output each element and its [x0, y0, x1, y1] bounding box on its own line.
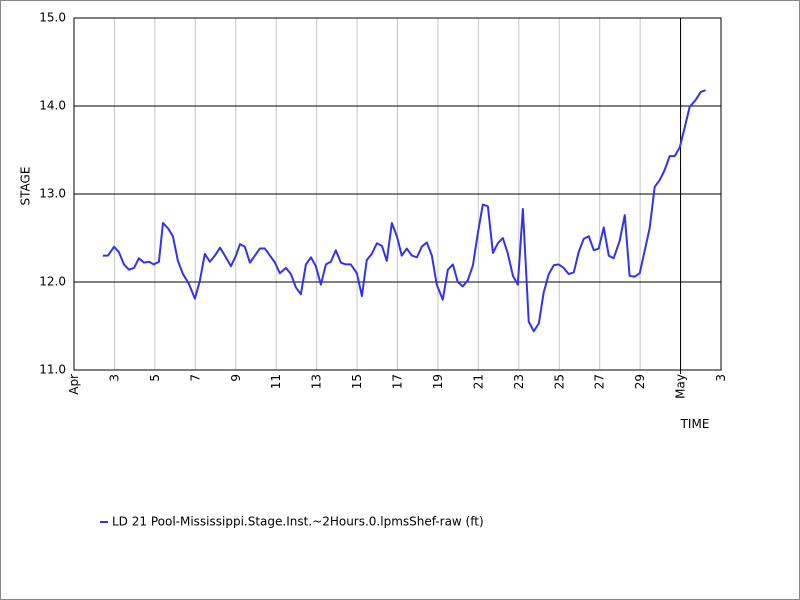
x-tick-label: 29 — [633, 374, 647, 389]
x-tick-label: May — [674, 374, 688, 399]
x-tick-label: 21 — [471, 374, 485, 389]
x-tick-label: 11 — [269, 374, 283, 389]
x-tick-label: 15 — [350, 374, 364, 389]
data-line — [102, 89, 706, 333]
x-tick-label: 3 — [714, 374, 728, 382]
x-tick-label: 19 — [431, 374, 445, 389]
x-tick-label: 27 — [593, 374, 607, 389]
y-axis-label: STAGE — [19, 167, 33, 206]
x-tick-label: 25 — [552, 374, 566, 389]
x-tick-label: 13 — [310, 374, 324, 389]
y-tick-label: 15.0 — [39, 11, 66, 25]
legend-label: LD 21 Pool-Mississippi.Stage.Inst.~2Hour… — [112, 515, 484, 529]
y-tick-label: 11.0 — [39, 363, 66, 377]
x-tick-label: 9 — [229, 374, 243, 382]
x-tick-label: 5 — [148, 374, 162, 382]
x-axis-label: TIME — [680, 417, 710, 431]
y-tick-label: 13.0 — [39, 187, 66, 201]
y-tick-label: 14.0 — [39, 99, 66, 113]
x-tick-label: 3 — [107, 374, 121, 382]
y-tick-label: 12.0 — [39, 275, 66, 289]
x-tick-label: 23 — [512, 374, 526, 389]
x-tick-label: Apr — [67, 374, 81, 395]
x-tick-label: 17 — [391, 374, 405, 389]
x-tick-label: 7 — [188, 374, 202, 382]
plot-border — [73, 17, 722, 371]
